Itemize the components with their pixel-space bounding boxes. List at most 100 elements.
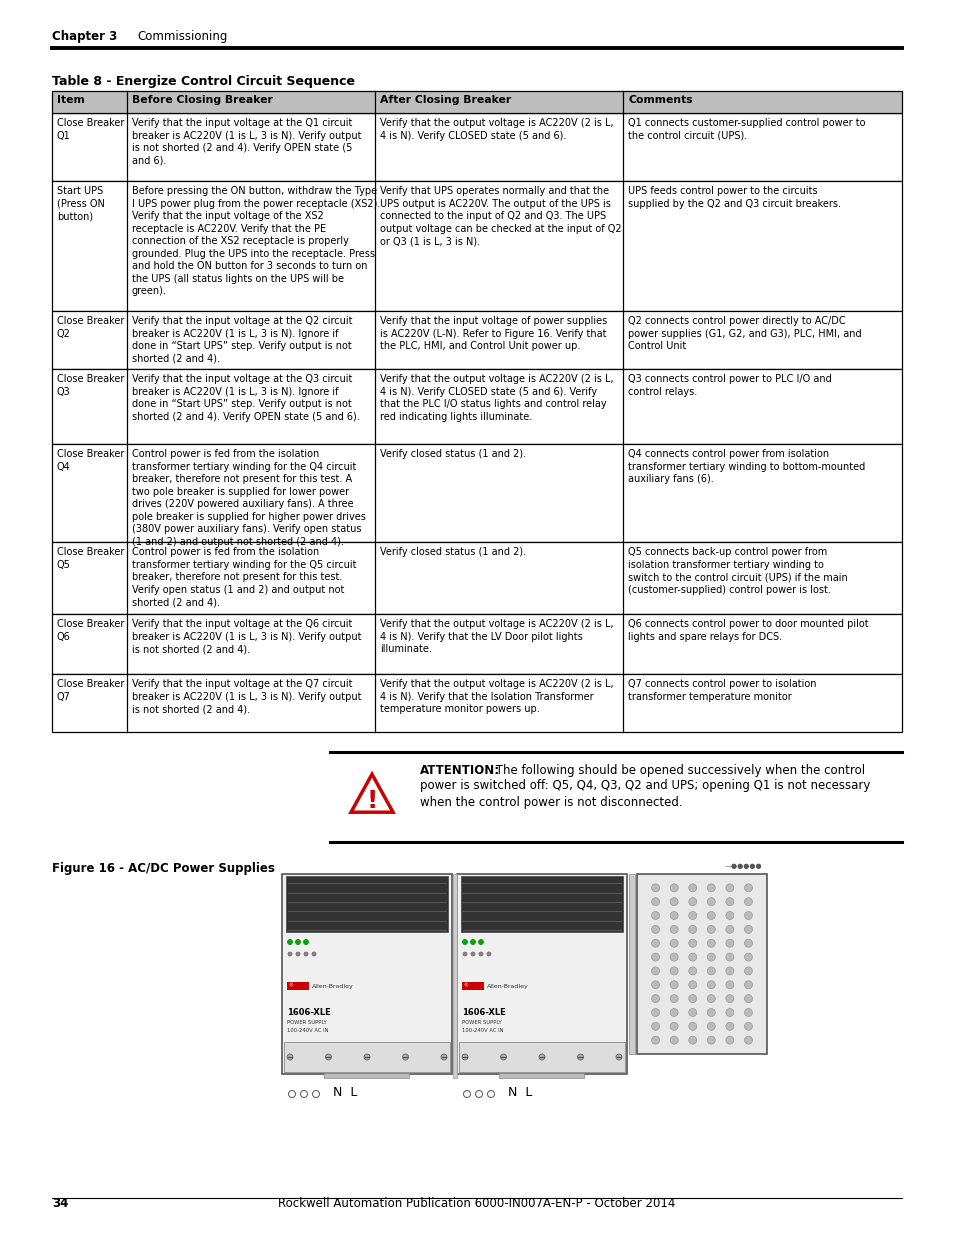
Text: ®: ® — [462, 983, 467, 988]
Circle shape — [743, 925, 752, 934]
Circle shape — [669, 981, 678, 989]
Circle shape — [364, 1053, 370, 1060]
Text: Q5 connects back-up control power from
isolation transformer tertiary winding to: Q5 connects back-up control power from i… — [627, 547, 847, 595]
Circle shape — [669, 940, 678, 947]
Bar — [52, 614, 901, 674]
Circle shape — [486, 952, 491, 956]
Circle shape — [651, 953, 659, 961]
Text: power is switched off: Q5, Q4, Q3, Q2 and UPS; opening Q1 is not necessary
when : power is switched off: Q5, Q4, Q3, Q2 an… — [419, 779, 869, 809]
Bar — [284, 1042, 450, 1072]
Circle shape — [651, 1023, 659, 1030]
Text: POWER SUPPLY: POWER SUPPLY — [287, 1020, 327, 1025]
Text: Q1 connects customer-supplied control power to
the control circuit (UPS).: Q1 connects customer-supplied control po… — [627, 119, 864, 141]
Text: Verify that the input voltage at the Q3 circuit
breaker is AC220V (1 is L, 3 is : Verify that the input voltage at the Q3 … — [132, 374, 359, 421]
Text: Verify that the input voltage at the Q1 circuit
breaker is AC220V (1 is L, 3 is : Verify that the input voltage at the Q1 … — [132, 119, 361, 165]
Text: Close Breaker
Q3: Close Breaker Q3 — [57, 374, 124, 396]
Circle shape — [669, 967, 678, 974]
Circle shape — [725, 1009, 733, 1016]
Circle shape — [462, 940, 467, 945]
Circle shape — [669, 884, 678, 892]
Bar — [52, 674, 901, 732]
Circle shape — [743, 940, 752, 947]
Circle shape — [538, 1053, 544, 1060]
Text: Comments: Comments — [627, 95, 692, 105]
Circle shape — [688, 967, 696, 974]
Bar — [324, 1073, 409, 1078]
Text: ATTENTION:: ATTENTION: — [419, 764, 499, 777]
Text: Verify that the input voltage of power supplies
is AC220V (L-N). Refer to Figure: Verify that the input voltage of power s… — [379, 316, 607, 351]
Circle shape — [725, 1023, 733, 1030]
Text: !: ! — [366, 789, 377, 813]
Bar — [52, 182, 901, 311]
Circle shape — [463, 1091, 470, 1098]
Circle shape — [471, 952, 475, 956]
Circle shape — [300, 1091, 307, 1098]
Circle shape — [743, 1036, 752, 1044]
Text: Table 8 - Energize Control Circuit Sequence: Table 8 - Energize Control Circuit Seque… — [52, 75, 355, 88]
Circle shape — [743, 1023, 752, 1030]
Circle shape — [743, 953, 752, 961]
Circle shape — [287, 1053, 293, 1060]
Circle shape — [325, 1053, 331, 1060]
Text: Control power is fed from the isolation
transformer tertiary winding for the Q5 : Control power is fed from the isolation … — [132, 547, 355, 608]
Circle shape — [669, 1036, 678, 1044]
Text: Verify closed status (1 and 2).: Verify closed status (1 and 2). — [379, 547, 525, 557]
Circle shape — [725, 953, 733, 961]
Text: POWER SUPPLY: POWER SUPPLY — [461, 1020, 501, 1025]
Circle shape — [688, 1009, 696, 1016]
Circle shape — [743, 994, 752, 1003]
Bar — [461, 982, 483, 990]
Bar — [499, 1073, 584, 1078]
Circle shape — [288, 952, 292, 956]
Text: Q3 connects control power to PLC I/O and
control relays.: Q3 connects control power to PLC I/O and… — [627, 374, 831, 396]
Circle shape — [706, 1036, 715, 1044]
Circle shape — [743, 967, 752, 974]
Text: Allen-Bradley: Allen-Bradley — [486, 984, 528, 989]
Circle shape — [478, 952, 482, 956]
Circle shape — [475, 1091, 482, 1098]
Text: Verify that the output voltage is AC220V (2 is L,
4 is N). Verify CLOSED state (: Verify that the output voltage is AC220V… — [379, 119, 613, 141]
Text: Verify that the input voltage at the Q6 circuit
breaker is AC220V (1 is L, 3 is : Verify that the input voltage at the Q6 … — [132, 619, 361, 655]
Circle shape — [743, 884, 752, 892]
Text: Chapter 3: Chapter 3 — [52, 30, 117, 43]
Text: Before Closing Breaker: Before Closing Breaker — [132, 95, 273, 105]
Text: Verify that the input voltage at the Q2 circuit
breaker is AC220V (1 is L, 3 is : Verify that the input voltage at the Q2 … — [132, 316, 352, 363]
Circle shape — [688, 925, 696, 934]
Text: Verify that the input voltage at the Q7 circuit
breaker is AC220V (1 is L, 3 is : Verify that the input voltage at the Q7 … — [132, 679, 361, 714]
Circle shape — [725, 981, 733, 989]
Circle shape — [725, 994, 733, 1003]
Text: 1606-XLE: 1606-XLE — [461, 1008, 505, 1016]
Text: Verify that the output voltage is AC220V (2 is L,
4 is N). Verify CLOSED state (: Verify that the output voltage is AC220V… — [379, 374, 613, 421]
Circle shape — [725, 967, 733, 974]
Text: Q6 connects control power to door mounted pilot
lights and spare relays for DCS.: Q6 connects control power to door mounte… — [627, 619, 868, 641]
Text: N  L: N L — [333, 1086, 357, 1099]
Circle shape — [312, 952, 315, 956]
Circle shape — [440, 1053, 447, 1060]
Circle shape — [743, 1009, 752, 1016]
Circle shape — [706, 1023, 715, 1030]
FancyBboxPatch shape — [282, 874, 452, 1074]
Circle shape — [688, 911, 696, 920]
Circle shape — [688, 1036, 696, 1044]
Circle shape — [706, 925, 715, 934]
Circle shape — [304, 952, 308, 956]
Circle shape — [288, 1091, 295, 1098]
Circle shape — [461, 1053, 468, 1060]
Bar — [52, 112, 901, 182]
Text: 34: 34 — [52, 1197, 69, 1210]
Circle shape — [651, 925, 659, 934]
Text: Before pressing the ON button, withdraw the Type
I UPS power plug from the power: Before pressing the ON button, withdraw … — [132, 186, 380, 296]
Circle shape — [688, 994, 696, 1003]
Circle shape — [725, 898, 733, 905]
Text: Verify that the output voltage is AC220V (2 is L,
4 is N). Verify that the Isola: Verify that the output voltage is AC220V… — [379, 679, 613, 714]
Circle shape — [651, 911, 659, 920]
Text: After Closing Breaker: After Closing Breaker — [379, 95, 511, 105]
Bar — [52, 445, 901, 542]
Circle shape — [688, 940, 696, 947]
Text: N  L: N L — [507, 1086, 532, 1099]
Bar — [460, 876, 622, 932]
Text: Allen-Bradley: Allen-Bradley — [312, 984, 354, 989]
Circle shape — [725, 925, 733, 934]
Bar — [287, 982, 309, 990]
Circle shape — [669, 994, 678, 1003]
